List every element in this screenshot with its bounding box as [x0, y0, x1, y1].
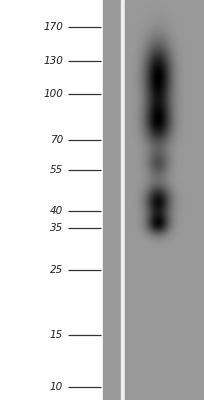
Bar — [103, 0, 121, 400]
Text: 15: 15 — [50, 330, 63, 340]
Bar — [121, 0, 125, 400]
Text: 70: 70 — [50, 134, 63, 144]
Text: 35: 35 — [50, 222, 63, 232]
Text: 55: 55 — [50, 165, 63, 175]
Bar — [125, 0, 204, 400]
Text: 10: 10 — [50, 382, 63, 392]
Text: 25: 25 — [50, 265, 63, 275]
Text: 130: 130 — [43, 56, 63, 66]
Text: 40: 40 — [50, 206, 63, 216]
Text: 100: 100 — [43, 89, 63, 99]
Text: 170: 170 — [43, 22, 63, 32]
